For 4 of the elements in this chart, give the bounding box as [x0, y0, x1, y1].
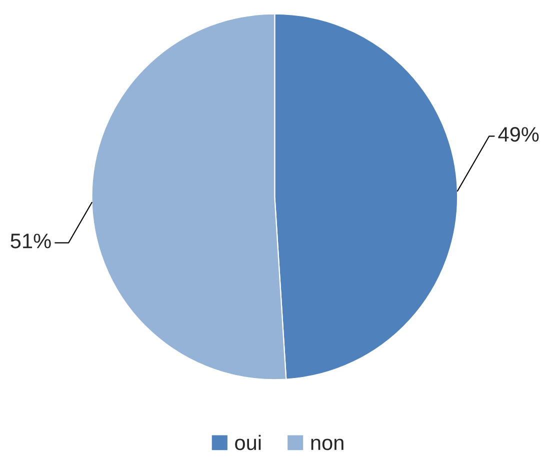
- data-label: 51%: [10, 234, 51, 248]
- legend-label: non: [311, 438, 344, 450]
- data-label: 49%: [498, 126, 539, 142]
- legend-label: oui: [235, 434, 261, 450]
